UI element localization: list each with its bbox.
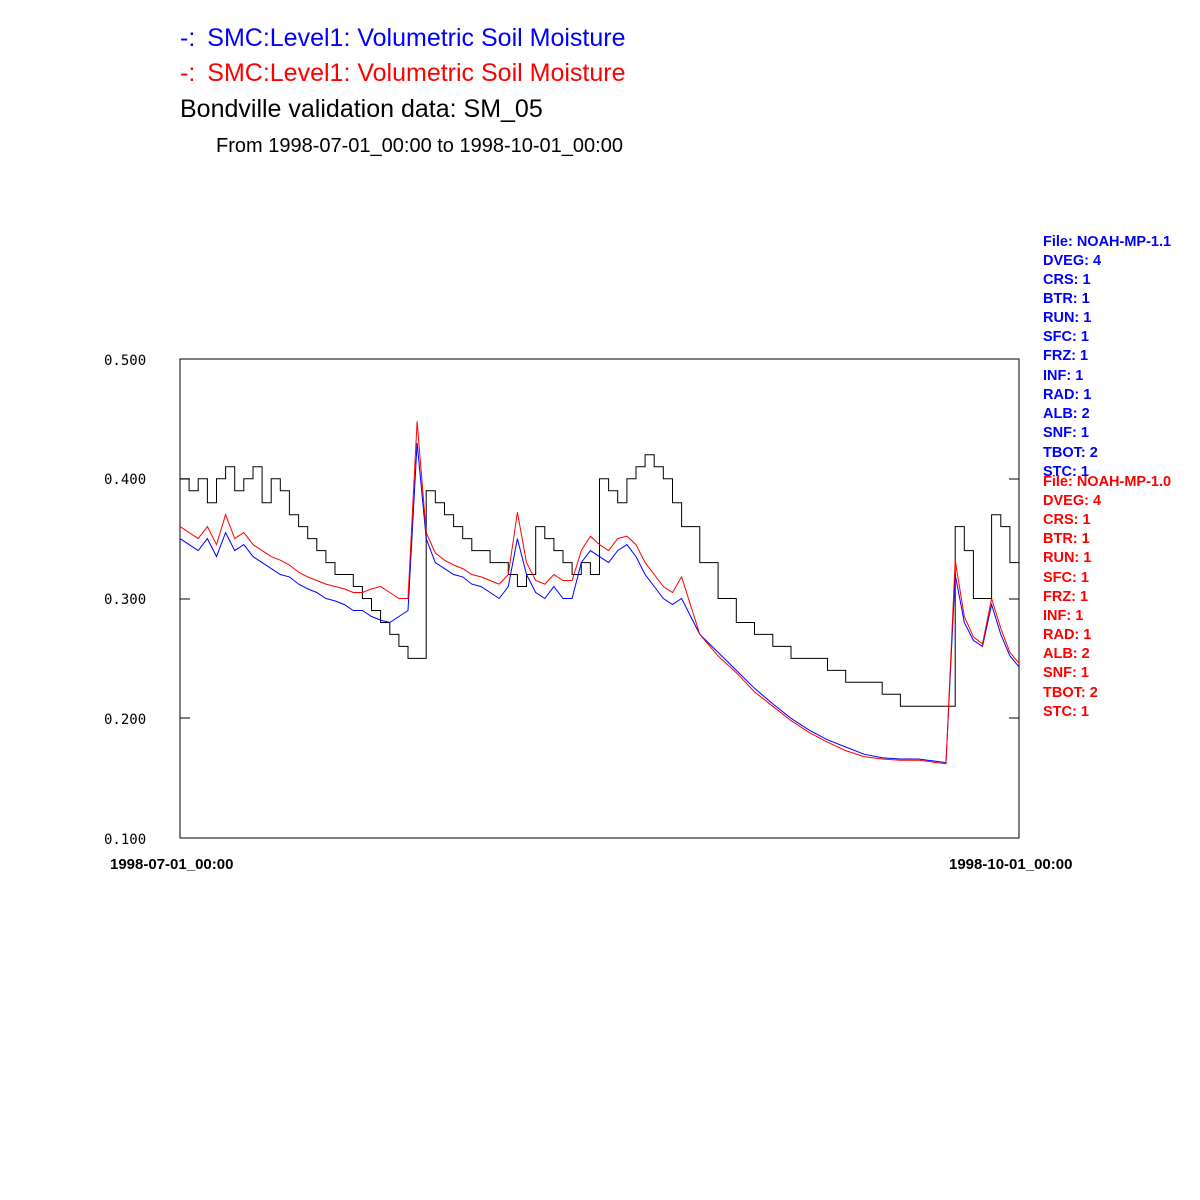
legend-red-line-9: ALB: 2: [1043, 646, 1090, 662]
x-tick-label-start: 1998-07-01_00:00: [110, 856, 233, 873]
legend-red-line-1: DVEG: 4: [1043, 493, 1101, 509]
legend-blue-line-9: ALB: 2: [1043, 406, 1090, 422]
legend-red-line-12: STC: 1: [1043, 704, 1089, 720]
series-2-title-text: SMC:Level1: Volumetric Soil Moisture: [207, 59, 625, 87]
legend-blue-line-10: SNF: 1: [1043, 425, 1089, 441]
chart-subtitle: From 1998-07-01_00:00 to 1998-10-01_00:0…: [216, 135, 623, 157]
legend-info-red: File: NOAH-MP-1.0 DVEG: 4 CRS: 1 BTR: 1 …: [1043, 474, 1171, 720]
series-layer: [179, 421, 1020, 765]
series-1-title: -: SMC:Level1: Volumetric Soil Moisture: [180, 24, 626, 52]
y-tick-label-1: 0.200: [104, 712, 146, 728]
y-tick-label-4: 0.500: [104, 353, 146, 369]
legend-blue-line-12: STC: 1: [1043, 464, 1089, 480]
legend-blue-line-7: INF: 1: [1043, 368, 1083, 384]
series-line-2: [179, 421, 1020, 765]
x-axis: 1998-07-01_00:00 1998-10-01_00:00: [110, 856, 1072, 873]
plot-frame: [179, 358, 1020, 839]
legend-blue-line-2: CRS: 1: [1043, 272, 1091, 288]
legend-red-line-8: RAD: 1: [1043, 627, 1091, 643]
legend-blue-line-1: DVEG: 4: [1043, 253, 1101, 269]
y-tick-label-0: 0.100: [104, 832, 146, 848]
series-2-title-prefix: -:: [180, 59, 195, 87]
series-line-0: [180, 454, 1020, 707]
series-1-title-text: SMC:Level1: Volumetric Soil Moisture: [207, 24, 625, 52]
y-tick-label-2: 0.300: [104, 592, 146, 608]
y-axis: 0.100 0.200 0.300 0.400 0.500: [104, 353, 1019, 848]
legend-blue-line-4: RUN: 1: [1043, 310, 1091, 326]
legend-red-line-6: FRZ: 1: [1043, 589, 1088, 605]
series-2-title: -: SMC:Level1: Volumetric Soil Moisture: [180, 59, 626, 87]
legend-info-blue: File: NOAH-MP-1.1 DVEG: 4 CRS: 1 BTR: 1 …: [1043, 234, 1171, 480]
legend-red-line-5: SFC: 1: [1043, 570, 1089, 586]
chart-title-block: -: SMC:Level1: Volumetric Soil Moisture -…: [180, 24, 626, 157]
legend-red-line-0: File: NOAH-MP-1.0: [1043, 474, 1171, 490]
series-1-title-prefix: -:: [180, 24, 195, 52]
legend-blue-line-5: SFC: 1: [1043, 329, 1089, 345]
x-tick-label-end: 1998-10-01_00:00: [949, 856, 1072, 873]
legend-red-line-7: INF: 1: [1043, 608, 1083, 624]
legend-blue-line-0: File: NOAH-MP-1.1: [1043, 234, 1171, 250]
legend-red-line-4: RUN: 1: [1043, 550, 1091, 566]
legend-blue-line-3: BTR: 1: [1043, 291, 1090, 307]
legend-blue-line-6: FRZ: 1: [1043, 348, 1088, 364]
legend-red-line-11: TBOT: 2: [1043, 685, 1098, 701]
y-tick-label-3: 0.400: [104, 472, 146, 488]
series-line-1: [179, 442, 1020, 764]
legend-red-line-10: SNF: 1: [1043, 665, 1089, 681]
legend-red-line-3: BTR: 1: [1043, 531, 1090, 547]
legend-blue-line-8: RAD: 1: [1043, 387, 1091, 403]
chart-title: Bondville validation data: SM_05: [180, 95, 543, 123]
legend-red-line-2: CRS: 1: [1043, 512, 1091, 528]
legend-blue-line-11: TBOT: 2: [1043, 445, 1098, 461]
